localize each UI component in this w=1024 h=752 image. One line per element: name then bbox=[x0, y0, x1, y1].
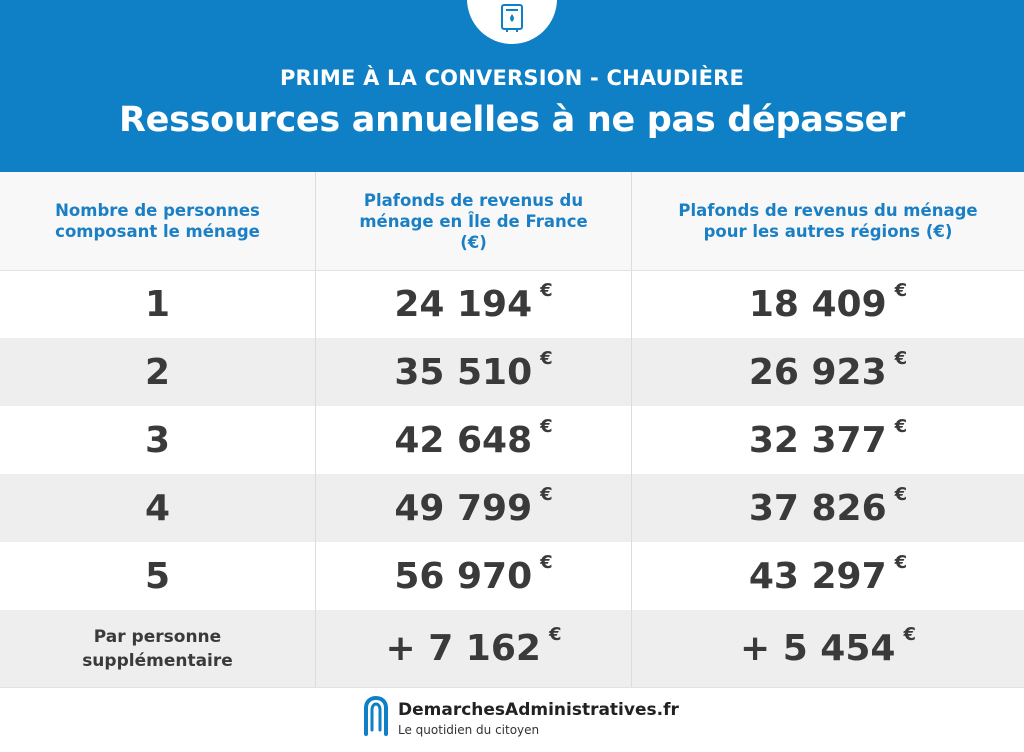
column-header-idf: Plafonds de revenus du ménage en Île de … bbox=[359, 190, 588, 252]
persons-count: 3 bbox=[144, 419, 171, 461]
icon-badge bbox=[467, 0, 557, 44]
other-amount: 18 409 € bbox=[748, 279, 908, 325]
header-banner: PRIME À LA CONVERSION - CHAUDIÈRE Ressou… bbox=[0, 0, 1024, 172]
brand-name: DemarchesAdministratives.fr bbox=[398, 700, 679, 720]
other-amount: 26 923 € bbox=[748, 347, 908, 393]
other-amount: 32 377 € bbox=[748, 415, 908, 461]
divider bbox=[0, 687, 1024, 688]
income-table: Nombre de personnes composant le ménage … bbox=[0, 172, 1024, 688]
persons-count: 2 bbox=[144, 351, 171, 393]
table-row: 1 24 194 € 18 409 € bbox=[0, 270, 1024, 338]
brand-logo-icon bbox=[364, 696, 388, 736]
boiler-icon bbox=[501, 4, 523, 32]
idf-amount: 49 799 € bbox=[394, 483, 553, 529]
header-subtitle: PRIME À LA CONVERSION - CHAUDIÈRE bbox=[279, 66, 745, 90]
idf-amount: 35 510 € bbox=[394, 347, 553, 393]
table-row: 5 56 970 € 43 297 € bbox=[0, 542, 1024, 610]
other-amount: 37 826 € bbox=[748, 483, 908, 529]
idf-amount: 24 194 € bbox=[394, 279, 553, 325]
page-title: Ressources annuelles à ne pas dépasser bbox=[119, 100, 905, 140]
table-row-extra-person: Par personne supplémentaire + 7 162 € + 5… bbox=[0, 610, 1024, 687]
persons-count: 1 bbox=[144, 283, 171, 325]
brand-tagline: Le quotidien du citoyen bbox=[398, 723, 540, 737]
table-header-row: Nombre de personnes composant le ménage … bbox=[0, 172, 1024, 270]
idf-amount: 42 648 € bbox=[394, 415, 553, 461]
other-amount: 43 297 € bbox=[748, 551, 908, 597]
idf-extra-amount: + 7 162 € bbox=[385, 624, 562, 669]
table-row: 3 42 648 € 32 377 € bbox=[0, 406, 1024, 474]
table-row: 4 49 799 € 37 826 € bbox=[0, 474, 1024, 542]
extra-person-label: Par personne supplémentaire bbox=[82, 626, 233, 671]
persons-count: 4 bbox=[144, 487, 171, 529]
column-header-other: Plafonds de revenus du ménage pour les a… bbox=[678, 201, 978, 241]
footer: DemarchesAdministratives.fr Le quotidien… bbox=[0, 690, 1024, 752]
idf-amount: 56 970 € bbox=[394, 551, 553, 597]
table-row: 2 35 510 € 26 923 € bbox=[0, 338, 1024, 406]
column-header-persons: Nombre de personnes composant le ménage bbox=[55, 201, 260, 241]
persons-count: 5 bbox=[144, 555, 171, 597]
other-extra-amount: + 5 454 € bbox=[740, 624, 916, 669]
divider bbox=[0, 270, 1024, 271]
